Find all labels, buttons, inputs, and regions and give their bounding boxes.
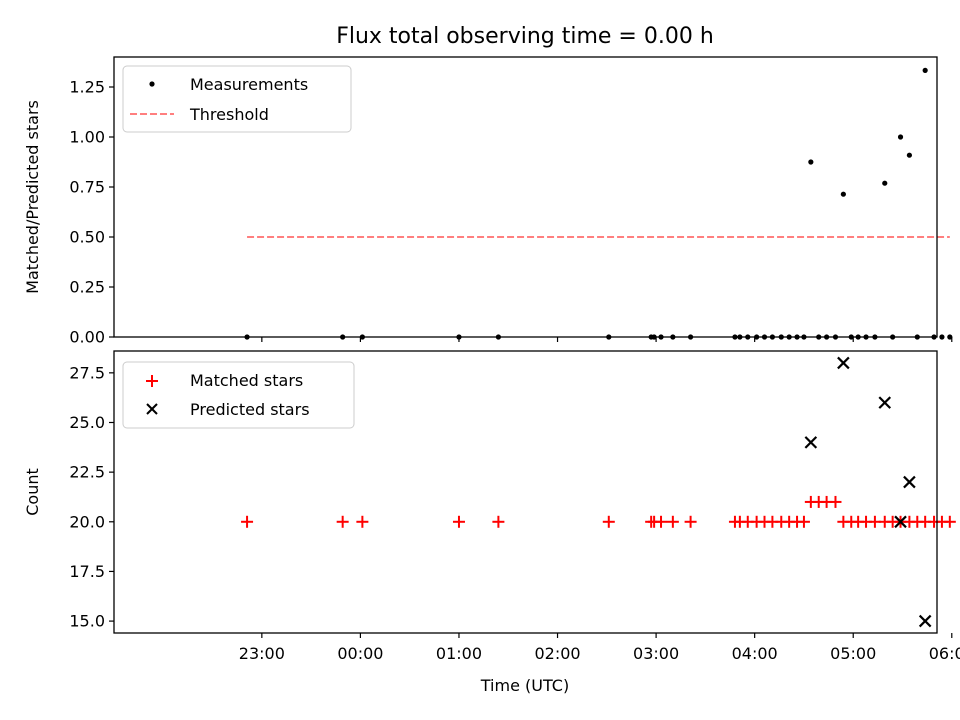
bottom-x-tick-label: 01:00 <box>436 644 482 663</box>
top-y-axis-label: Matched/Predicted stars <box>23 100 42 294</box>
matched-star-point <box>336 515 349 528</box>
predicted-star-point <box>804 436 818 449</box>
chart-title: Flux total observing time = 0.00 h <box>336 24 714 49</box>
measurement-point <box>897 134 904 140</box>
measurement-point <box>808 159 814 165</box>
measurement-point <box>906 152 913 158</box>
legend-matched-marker <box>146 375 158 387</box>
matched-star-point <box>684 515 697 528</box>
bottom-plot-area <box>241 356 956 628</box>
predicted-star-stroke <box>837 356 850 370</box>
predicted-star-point <box>918 614 932 628</box>
matched-star-point <box>452 515 465 528</box>
bottom-x-tick-label: 02:00 <box>534 644 580 663</box>
top-x-ticks <box>261 337 953 342</box>
bottom-y-axis-label: Count <box>23 468 42 516</box>
bottom-y-tick-label: 25.0 <box>69 413 105 432</box>
legend-measurements-marker <box>149 81 155 87</box>
top-legend-box <box>122 65 352 133</box>
top-plot-area <box>244 67 953 340</box>
bottom-y-tick-label: 15.0 <box>69 612 105 631</box>
top-y-ticks: 0.00 0.25 0.50 0.75 1.00 1.25 <box>69 78 114 347</box>
bottom-x-tick-label: 06:00 <box>929 644 960 663</box>
bottom-legend-box <box>122 361 355 429</box>
top-y-tick-label: 1.25 <box>69 78 105 97</box>
bottom-axes-frame <box>113 350 938 634</box>
top-y-tick-label: 0.00 <box>69 328 105 347</box>
legend-predicted-label: Predicted stars <box>190 400 310 419</box>
bottom-y-tick-label: 22.5 <box>69 463 105 482</box>
bottom-panel: 15.0 17.5 20.0 22.5 25.0 27.5 23:00 00:00 01:00… <box>23 350 960 695</box>
predicted-star-point <box>903 475 916 489</box>
measurement-point <box>939 334 945 340</box>
measurement-point <box>947 334 953 340</box>
top-y-tick-label: 0.25 <box>69 278 105 297</box>
matched-star-point <box>492 515 505 528</box>
predicted-star-point <box>837 356 850 370</box>
bottom-x-ticks: 23:00 00:00 01:00 02:00 03:00 04:00 05:00 06:00 <box>239 633 960 663</box>
bottom-y-ticks: 15.0 17.5 20.0 22.5 25.0 27.5 <box>69 363 114 631</box>
bottom-x-tick-label: 05:00 <box>830 644 876 663</box>
matched-star-point <box>655 515 668 528</box>
matched-star-point <box>241 515 254 528</box>
measurement-point <box>922 67 928 73</box>
bottom-x-tick-label: 00:00 <box>337 644 383 663</box>
legend-threshold-label: Threshold <box>189 105 269 124</box>
bottom-legend: Matched stars Predicted stars <box>122 361 355 429</box>
bottom-y-tick-label: 27.5 <box>69 363 105 382</box>
matched-star-point <box>356 515 369 528</box>
bottom-x-tick-label: 04:00 <box>732 644 778 663</box>
matched-star-point <box>602 515 615 528</box>
legend-predicted-marker <box>146 403 158 415</box>
measurement-point <box>882 180 888 186</box>
predicted-star-stroke <box>878 396 892 409</box>
predicted-star-point <box>878 396 892 409</box>
x-axis-label: Time (UTC) <box>480 676 569 695</box>
top-y-tick-label: 0.50 <box>69 228 105 247</box>
measurement-point <box>840 191 846 197</box>
predicted-star-point <box>894 515 907 529</box>
matched-star-point <box>943 515 956 528</box>
top-y-tick-label: 1.00 <box>69 128 105 147</box>
predicted-star-stroke <box>804 436 818 449</box>
top-panel: 0.00 0.25 0.50 0.75 1.00 1.25 Matched/Predict… <box>23 56 953 347</box>
predicted-star-stroke <box>894 515 907 529</box>
legend-matched-label: Matched stars <box>190 371 303 390</box>
predicted-star-stroke <box>903 475 916 489</box>
bottom-x-tick-label: 03:00 <box>633 644 679 663</box>
predicted-star-stroke <box>918 614 932 628</box>
matched-star-point <box>666 515 679 528</box>
bottom-y-tick-label: 20.0 <box>69 512 105 531</box>
legend-measurements-label: Measurements <box>190 75 308 94</box>
top-y-tick-label: 0.75 <box>69 178 105 197</box>
matched-star-point <box>797 515 810 528</box>
bottom-x-tick-label: 23:00 <box>239 644 285 663</box>
matched-star-point <box>829 495 842 508</box>
bottom-y-tick-label: 17.5 <box>69 562 105 581</box>
top-axes-frame <box>113 56 938 338</box>
top-legend: Measurements Threshold <box>122 65 352 133</box>
